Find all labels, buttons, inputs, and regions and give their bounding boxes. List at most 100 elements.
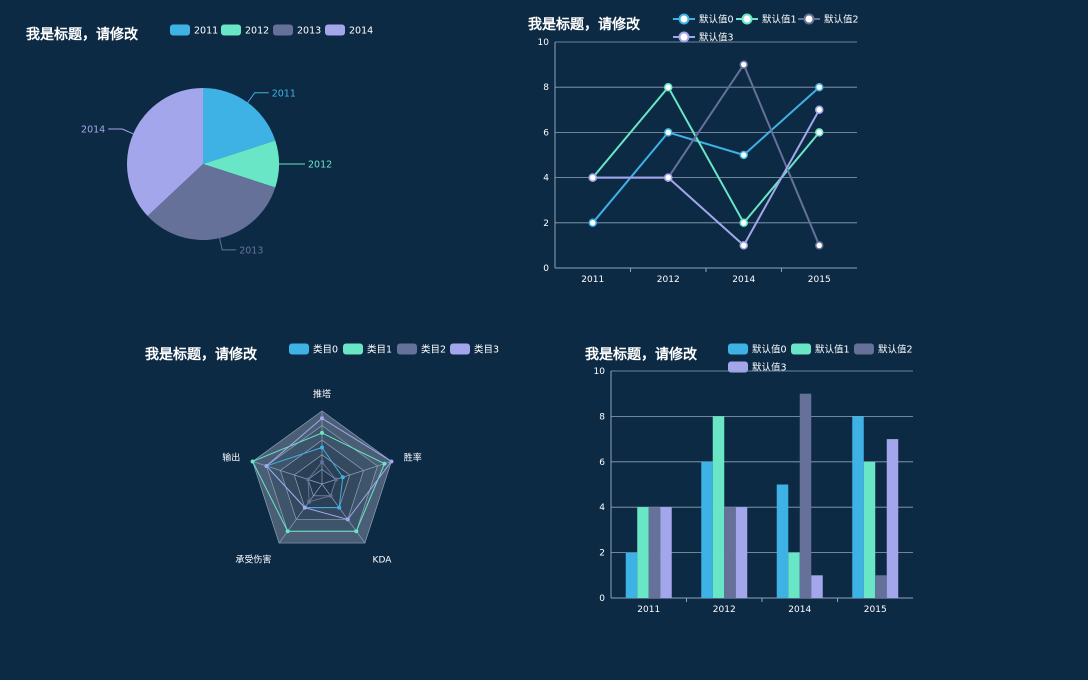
bar-0-2 (776, 484, 789, 598)
legend-swatch-0 (289, 343, 309, 355)
legend-marker-0 (678, 13, 690, 25)
radar-indicator-label-2: KDA (373, 556, 393, 566)
line-chart-title: 我是标题，请修改 (528, 17, 640, 33)
radar-spoke-4 (252, 461, 323, 485)
radar-point-3-3 (302, 505, 307, 510)
pie-label-line-2013 (219, 238, 237, 251)
bar-0-0 (625, 552, 638, 598)
radar-point-3-1 (389, 459, 394, 464)
legend-marker-2 (803, 13, 815, 25)
radar-indicator-label-1: 胜率 (404, 451, 422, 463)
radar-point-1-3 (285, 529, 290, 534)
radar-point-3-4 (264, 463, 269, 468)
bar-1-1 (712, 416, 725, 598)
radar-chart-title: 我是标题，请修改 (145, 347, 257, 363)
pie-slice-2014 (127, 88, 203, 217)
radar-point-1-4 (250, 459, 255, 464)
radar-point-0-2 (337, 505, 342, 510)
legend-swatch-1 (221, 24, 241, 36)
y-tick-label-5: 10 (594, 367, 606, 377)
point-0-0 (588, 218, 597, 228)
pie-label-line-2014 (108, 128, 134, 135)
bar-1-3 (863, 461, 876, 598)
legend-label-2: 默认值2 (878, 344, 913, 356)
radar-spoke-3 (278, 483, 323, 544)
point-2-3 (815, 241, 824, 250)
pie-label-2012: 2012 (308, 160, 332, 171)
point-1-3 (815, 128, 824, 137)
legend-label-3: 默认值3 (752, 362, 787, 374)
point-2-2 (739, 60, 748, 69)
y-tick-label-5: 10 (538, 38, 550, 48)
point-0-3 (815, 82, 824, 92)
radar-point-2-1 (333, 477, 338, 482)
legend-swatch-2 (854, 343, 874, 355)
point-3-3 (815, 105, 824, 115)
legend-label-0: 2011 (194, 26, 218, 37)
radar-indicator-label-3: 承受伤害 (235, 554, 271, 566)
bar-chart-title: 我是标题，请修改 (585, 347, 697, 363)
legend-swatch-3 (325, 24, 345, 36)
radar-point-2-0 (320, 460, 324, 465)
legend-label-1: 默认值1 (762, 14, 797, 26)
radar-indicator-label-0: 推塔 (313, 388, 331, 400)
bar-0-1 (701, 461, 713, 598)
legend-swatch-0 (170, 24, 190, 36)
point-3-1 (664, 173, 673, 182)
legend-label-2: 类目2 (421, 344, 446, 356)
bar-3-3 (886, 439, 899, 598)
legend-marker-1 (741, 13, 753, 25)
x-tick-label-3: 2015 (864, 605, 887, 615)
y-tick-label-2: 4 (543, 174, 549, 184)
x-tick-label-0: 2011 (581, 275, 604, 285)
legend-swatch-2 (397, 343, 417, 355)
y-tick-label-2: 4 (599, 503, 605, 513)
radar-series-3 (265, 417, 393, 521)
bar-3-0 (660, 507, 672, 598)
radar-spoke-2 (321, 483, 366, 544)
bar-2-0 (648, 507, 661, 598)
x-tick-label-1: 2012 (713, 605, 736, 615)
pie-label-line-2011 (247, 92, 269, 103)
x-tick-label-2: 2014 (732, 275, 755, 285)
x-tick-label-3: 2015 (808, 275, 831, 285)
series-line-3 (592, 109, 821, 247)
y-tick-label-4: 8 (543, 83, 549, 93)
y-tick-label-0: 0 (543, 264, 549, 274)
legend-label-3: 类目3 (474, 344, 499, 356)
y-tick-label-3: 6 (599, 458, 605, 468)
y-tick-label-1: 2 (599, 549, 605, 559)
legend-label-1: 默认值1 (815, 344, 850, 356)
point-3-2 (739, 241, 748, 250)
point-3-0 (588, 173, 597, 182)
legend-label-1: 2012 (245, 26, 269, 37)
pie-chart-title: 我是标题，请修改 (26, 27, 138, 43)
point-0-1 (664, 128, 673, 137)
radar-point-1-2 (354, 529, 359, 534)
legend-label-3: 默认值3 (699, 32, 734, 44)
legend-swatch-1 (791, 343, 811, 355)
bar-2-1 (724, 507, 736, 598)
radar-series-1 (251, 432, 386, 532)
y-tick-label-0: 0 (599, 594, 605, 604)
radar-point-2-4 (306, 477, 311, 482)
legend-swatch-1 (343, 343, 363, 355)
point-1-2 (739, 218, 748, 228)
x-tick-label-1: 2012 (657, 275, 680, 285)
radar-point-3-2 (345, 517, 350, 522)
legend-label-2: 2013 (297, 26, 321, 37)
pie-slice-2013 (147, 164, 276, 240)
pie-label-2014: 2014 (81, 125, 105, 136)
radar-spoke-1 (321, 461, 392, 485)
bar-2-3 (875, 575, 887, 598)
bar-3-1 (735, 507, 748, 598)
legend-label-1: 类目1 (367, 344, 392, 356)
x-tick-label-0: 2011 (637, 605, 660, 615)
legend-label-2: 默认值2 (824, 14, 859, 26)
point-1-1 (664, 82, 673, 92)
radar-indicator-label-4: 输出 (222, 451, 240, 463)
